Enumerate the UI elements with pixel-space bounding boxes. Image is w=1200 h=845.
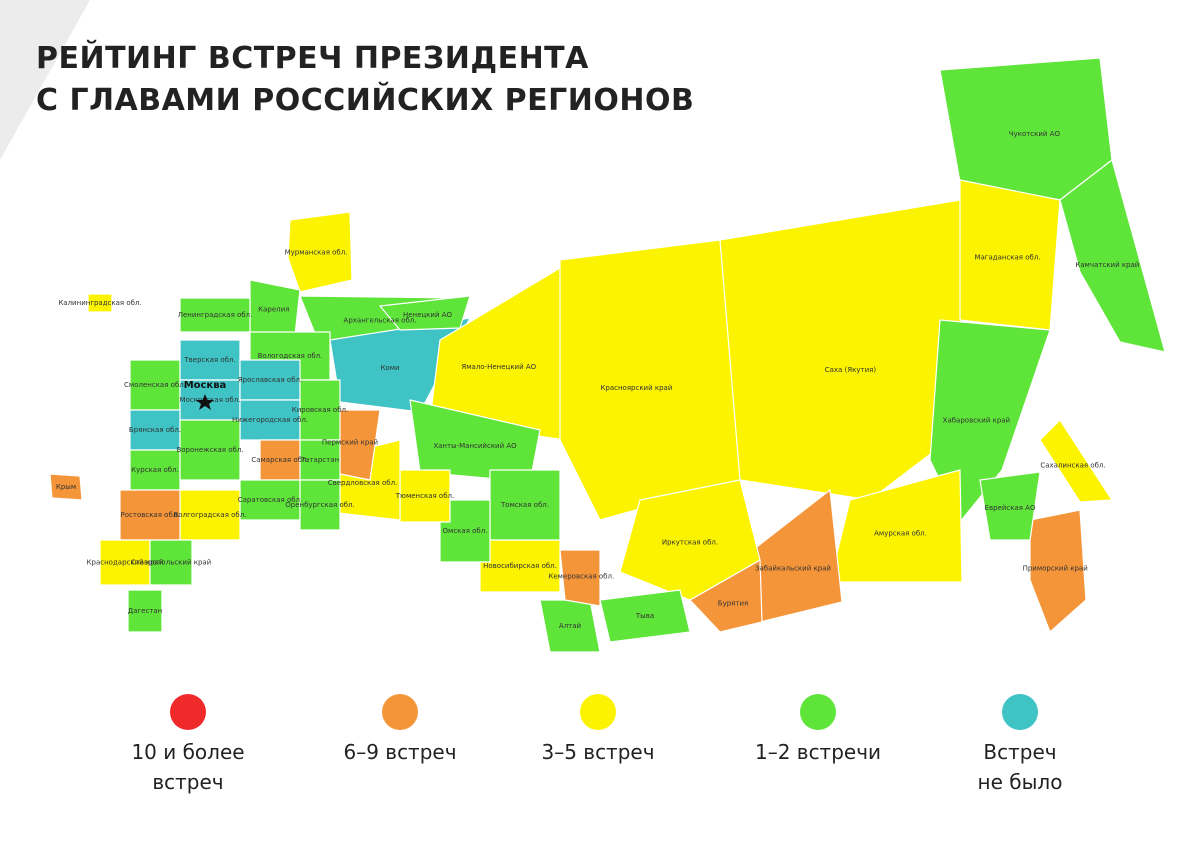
regions [49, 57, 1166, 653]
region-label: Забайкальский край [755, 565, 831, 573]
region [1039, 419, 1113, 503]
region-label: Смоленская обл. [124, 381, 186, 389]
region-label: Мурманская обл. [285, 248, 348, 256]
region-label: Оренбургская обл. [285, 501, 355, 509]
region-label: Приморский край [1023, 564, 1088, 572]
region [559, 549, 601, 607]
region-label: Ставропольский край [131, 559, 211, 567]
region-label: Пермский край [322, 439, 378, 447]
legend-label: 1–2 встречи [754, 740, 882, 764]
region-label: Томская обл. [500, 501, 549, 509]
region-label: Амурская обл. [874, 530, 927, 538]
region-label: Алтай [559, 622, 581, 630]
region [127, 589, 163, 633]
region-label: Магаданская обл. [974, 254, 1040, 262]
region-label: Ненецкий АО [403, 311, 453, 319]
legend-swatch [1002, 694, 1038, 730]
region-labels: Мурманская обл. Карелия Архангельская обл.… [56, 130, 1140, 630]
region-label: Тюменская обл. [395, 492, 454, 500]
region [939, 57, 1113, 201]
region-label: Ленинградская обл. [178, 311, 253, 319]
region-label: Курская обл. [131, 466, 179, 474]
region [439, 499, 491, 563]
legend-label: 3–5 встреч [541, 740, 655, 764]
region [1029, 509, 1087, 633]
region-label: Калининградская обл. [58, 299, 141, 307]
title: РЕЙТИНГ ВСТРЕЧ ПРЕЗИДЕНТА С ГЛАВАМИ РОСС… [36, 38, 694, 122]
region-label: Тыва [635, 612, 654, 620]
legend-label: 10 и более встреч [131, 740, 245, 794]
region-label: Красноярский край [600, 384, 672, 392]
capital-label: Москва [184, 380, 227, 391]
region-label: Архангельская обл. [344, 317, 417, 325]
legend-swatch [580, 694, 616, 730]
region-label: Брянская обл. [129, 426, 181, 434]
region [719, 199, 963, 501]
region-label: Хабаровский край [943, 416, 1010, 424]
legend-swatch [800, 694, 836, 730]
region-label: Новосибирская обл. [483, 562, 557, 570]
region-label: Чукотский АО [1009, 130, 1061, 138]
region-label: Камчатский край [1075, 261, 1139, 269]
legend-label: 6–9 встреч [343, 740, 457, 764]
region-label: Самарская обл. [251, 456, 308, 464]
region [87, 293, 113, 313]
region [149, 539, 193, 586]
region-label: Еврейская АО [985, 504, 1036, 512]
region-label: Вологодская обл. [258, 352, 323, 360]
title-line: С ГЛАВАМИ РОССИЙСКИХ РЕГИОНОВ [36, 83, 695, 118]
region-label: Краснодарский край [87, 559, 164, 567]
region-label: Сахалинская обл. [1040, 462, 1105, 470]
region-label: Ханты-Мансийский АО [433, 442, 517, 450]
region [619, 479, 761, 601]
region-label: Ямало-Ненецкий АО [461, 363, 536, 371]
region-label: Саха (Якутия) [825, 366, 877, 374]
region [299, 479, 341, 531]
region-label: Татарстан [300, 456, 339, 464]
legend-label: Встреч не было [977, 740, 1063, 794]
region-label: Кемеровская обл. [548, 573, 614, 581]
title-line: РЕЙТИНГ ВСТРЕЧ ПРЕЗИДЕНТА [36, 41, 589, 76]
region [49, 473, 83, 501]
region-label: Нижегородская обл. [232, 416, 308, 424]
region [599, 589, 691, 643]
region-label: Омская обл. [443, 527, 488, 535]
region-label: Ярославская обл. [238, 376, 302, 384]
region [979, 471, 1041, 541]
region-label: Крым [56, 483, 76, 491]
region-label: Тверская обл. [183, 356, 235, 364]
region [287, 211, 353, 293]
region-label: Бурятия [718, 600, 748, 608]
region-label: Карелия [258, 305, 289, 313]
region-label: Кировская обл. [292, 406, 348, 414]
region-label: Коми [380, 364, 399, 372]
region-label: Саратовская обл. [238, 496, 303, 504]
legend-swatch [382, 694, 418, 730]
region-label: Иркутская обл. [662, 538, 718, 546]
corner-decoration [0, 0, 90, 160]
region-label: Воронежская обл. [176, 446, 243, 454]
region [1059, 159, 1166, 353]
capital-star [196, 394, 214, 410]
region-label: Дагестан [128, 607, 163, 615]
region-label: Свердловская обл. [328, 479, 398, 487]
legend-swatch [170, 694, 206, 730]
region-label: Ростовская обл. [121, 511, 180, 519]
region-label: Волгоградская обл. [174, 511, 247, 519]
region [559, 239, 743, 521]
